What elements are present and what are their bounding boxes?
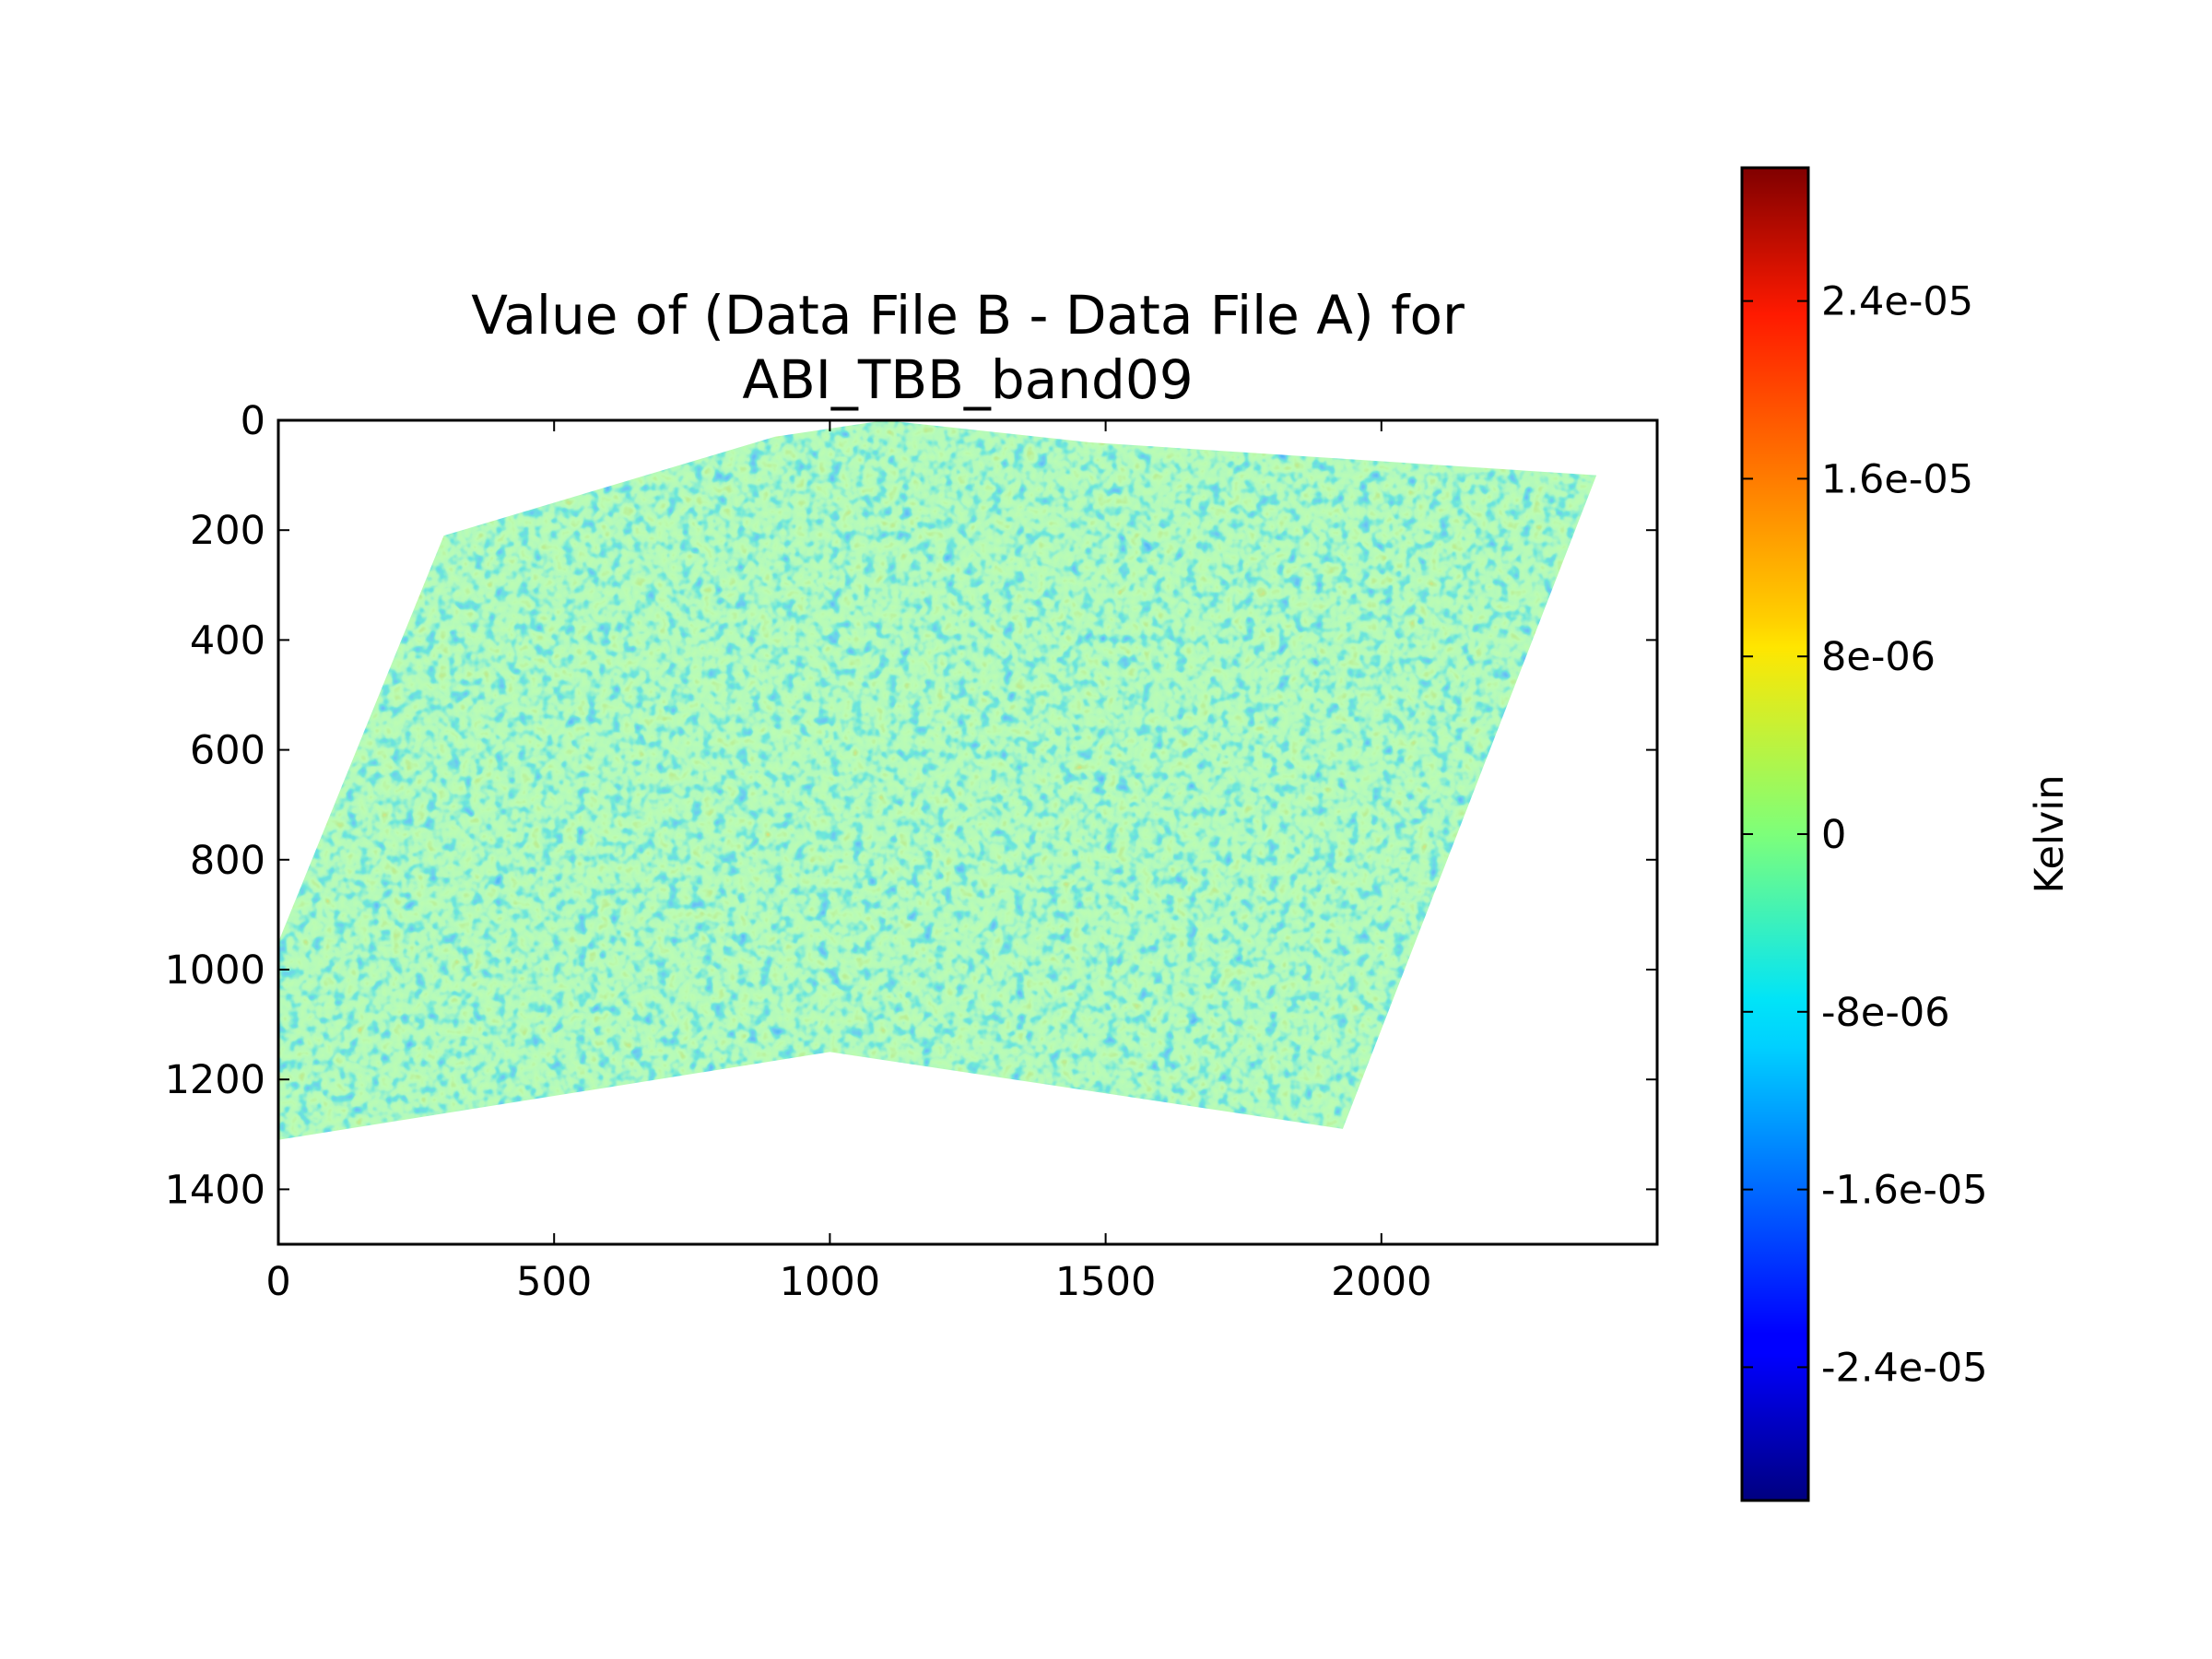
colorbar: 2.4e-05 1.6e-05 8e-06 0 -8e-06 -1.6e-05 -2.4e-… [1740,166,2073,1502]
colorbar-tick-label: 8e-06 [1821,634,1936,680]
colorbar-tick-label: 1.6e-05 [1821,456,1973,502]
x-tick-label: 1500 [1055,1259,1156,1305]
x-tick-label: 2000 [1331,1259,1431,1305]
plot-frame [276,418,1659,1246]
y-tick-label: 200 [190,508,265,554]
colorbar-tick-label: -8e-06 [1821,990,1950,1036]
x-tick-label: 500 [516,1259,592,1305]
y-tick-label: 1400 [165,1167,265,1213]
chart-title-line2: ABI_TBB_band09 [742,348,1193,411]
x-tick-label: 0 [265,1259,290,1305]
colorbar-label: Kelvin [2027,774,2073,893]
difference-field [278,420,1597,1140]
y-tick-label: 0 [241,398,265,444]
colorbar-tick-label: 0 [1821,812,1846,858]
y-tick-label: 400 [190,618,265,664]
y-tick-label: 1000 [165,947,265,994]
chart-title-line1: Value of (Data File B - Data File A) for [471,284,1465,347]
x-axis-ticks: 0 500 1000 1500 2000 [265,420,1432,1305]
colorbar-tick-label: 2.4e-05 [1821,279,1973,325]
colorbar-ticks: 2.4e-05 1.6e-05 8e-06 0 -8e-06 -1.6e-05 -2.4e-… [1742,279,1988,1391]
y-tick-label: 1200 [165,1057,265,1103]
x-tick-label: 1000 [780,1259,880,1305]
plot-area: 0 500 1000 1500 2000 0 200 400 600 800 1000 1200 14… [165,398,1659,1305]
colorbar-tick-label: -2.4e-05 [1821,1345,1988,1391]
y-tick-label: 800 [190,838,265,884]
colorbar-tick-label: -1.6e-05 [1821,1168,1988,1214]
y-tick-label: 600 [190,728,265,774]
y-axis-ticks: 0 200 400 600 800 1000 1200 1400 [165,398,1657,1213]
